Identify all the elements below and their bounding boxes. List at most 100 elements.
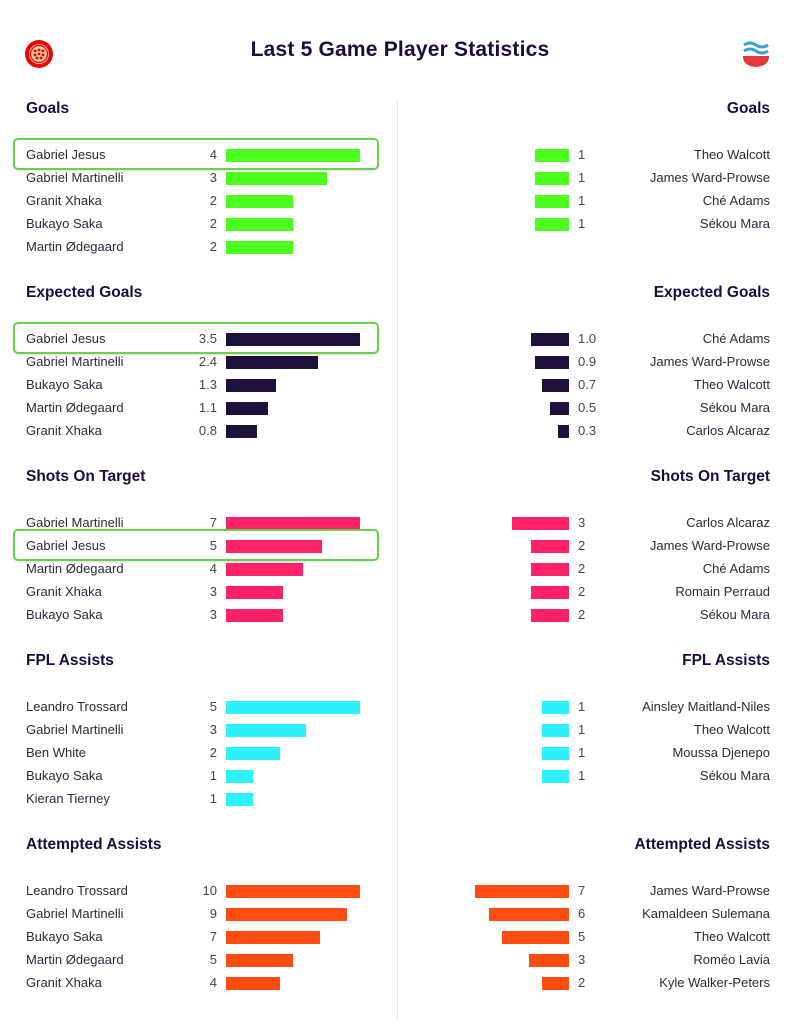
bar xyxy=(226,724,306,737)
player-name: Martin Ødegaard xyxy=(26,561,124,576)
value-label: 1 xyxy=(578,745,586,760)
value-label: 1.3 xyxy=(198,377,217,392)
bar xyxy=(226,241,293,254)
goals-title-left: Goals xyxy=(26,100,70,117)
player-name: Romain Perraud xyxy=(675,584,770,599)
player-name: Martin Ødegaard xyxy=(26,400,124,415)
bar xyxy=(558,425,569,438)
player-name: Ben White xyxy=(26,745,86,760)
player-name: Gabriel Martinelli xyxy=(26,906,124,921)
bar xyxy=(226,885,360,898)
player-name: James Ward-Prowse xyxy=(649,354,770,369)
player-name: Kamaldeen Sulemana xyxy=(642,906,770,921)
player-name: Gabriel Martinelli xyxy=(26,515,124,530)
value-label: 5 xyxy=(209,952,217,967)
bar xyxy=(226,195,293,208)
value-label: 0.7 xyxy=(578,377,597,392)
value-label: 0.9 xyxy=(578,354,597,369)
value-label: 1 xyxy=(578,170,586,185)
value-label: 5 xyxy=(209,538,217,553)
player-name: Roméo Lavia xyxy=(693,952,770,967)
value-label: 2 xyxy=(209,193,217,208)
bar xyxy=(226,563,303,576)
value-label: 2 xyxy=(578,584,586,599)
bar xyxy=(226,425,257,438)
bar xyxy=(535,356,569,369)
player-name: Martin Ødegaard xyxy=(26,952,124,967)
player-name: Sékou Mara xyxy=(699,607,770,622)
bar xyxy=(226,356,318,369)
value-label: 2 xyxy=(578,975,586,990)
player-name: Bukayo Saka xyxy=(26,607,103,622)
bar xyxy=(535,149,569,162)
player-name: Theo Walcott xyxy=(693,929,770,944)
bar xyxy=(542,770,569,783)
bar xyxy=(531,540,569,553)
player-name: Bukayo Saka xyxy=(26,216,103,231)
player-name: Granit Xhaka xyxy=(26,193,102,208)
player-name: Gabriel Martinelli xyxy=(26,722,124,737)
player-name: Granit Xhaka xyxy=(26,584,102,599)
value-label: 10 xyxy=(202,883,217,898)
value-label: 3 xyxy=(578,515,586,530)
bar xyxy=(475,885,569,898)
player-name: Gabriel Jesus xyxy=(26,147,106,162)
bar xyxy=(226,793,253,806)
bar xyxy=(489,908,569,921)
southampton-crest-icon xyxy=(743,41,769,67)
value-label: 1.0 xyxy=(578,331,597,346)
bar xyxy=(542,724,569,737)
value-label: 5 xyxy=(578,929,586,944)
bar xyxy=(226,954,293,967)
value-label: 1 xyxy=(578,768,586,783)
bar xyxy=(535,195,569,208)
value-label: 2 xyxy=(578,538,586,553)
player-name: James Ward-Prowse xyxy=(649,170,770,185)
value-label: 9 xyxy=(209,906,217,921)
value-label: 4 xyxy=(209,975,217,990)
player-name: Sékou Mara xyxy=(699,216,770,231)
value-label: 4 xyxy=(209,561,217,576)
player-name: Ché Adams xyxy=(702,561,770,576)
value-label: 7 xyxy=(209,515,217,530)
fpl-assists-title-left: FPL Assists xyxy=(26,652,114,669)
player-name: Theo Walcott xyxy=(693,722,770,737)
value-label: 2 xyxy=(578,607,586,622)
player-name: Gabriel Martinelli xyxy=(26,354,124,369)
bar xyxy=(502,931,569,944)
player-name: Bukayo Saka xyxy=(26,929,103,944)
value-label: 1 xyxy=(578,147,586,162)
player-name: Martin Ødegaard xyxy=(26,239,124,254)
bar xyxy=(531,563,569,576)
value-label: 2 xyxy=(578,561,586,576)
value-label: 1 xyxy=(578,722,586,737)
page-title: Last 5 Game Player Statistics xyxy=(250,38,550,61)
shots-on-target-title-right: Shots On Target xyxy=(650,468,770,485)
bar xyxy=(535,172,569,185)
bar xyxy=(542,379,569,392)
bar xyxy=(226,770,253,783)
player-name: Leandro Trossard xyxy=(26,699,128,714)
arsenal-crest-icon xyxy=(25,40,53,68)
value-label: 2 xyxy=(209,239,217,254)
bar xyxy=(226,609,283,622)
bar xyxy=(226,402,268,415)
player-name: Moussa Djenepo xyxy=(672,745,770,760)
bar xyxy=(531,333,569,346)
value-label: 1 xyxy=(578,193,586,208)
fpl-assists-title-right: FPL Assists xyxy=(682,652,770,669)
bar xyxy=(226,149,360,162)
bar xyxy=(226,701,360,714)
bar xyxy=(226,977,280,990)
player-name: Theo Walcott xyxy=(693,377,770,392)
value-label: 5 xyxy=(209,699,217,714)
bar xyxy=(529,954,569,967)
value-label: 1 xyxy=(209,768,217,783)
bar xyxy=(542,977,569,990)
value-label: 6 xyxy=(578,906,586,921)
bar xyxy=(226,517,360,530)
player-name: Theo Walcott xyxy=(693,147,770,162)
bar xyxy=(542,701,569,714)
bar xyxy=(226,218,293,231)
bar xyxy=(512,517,569,530)
